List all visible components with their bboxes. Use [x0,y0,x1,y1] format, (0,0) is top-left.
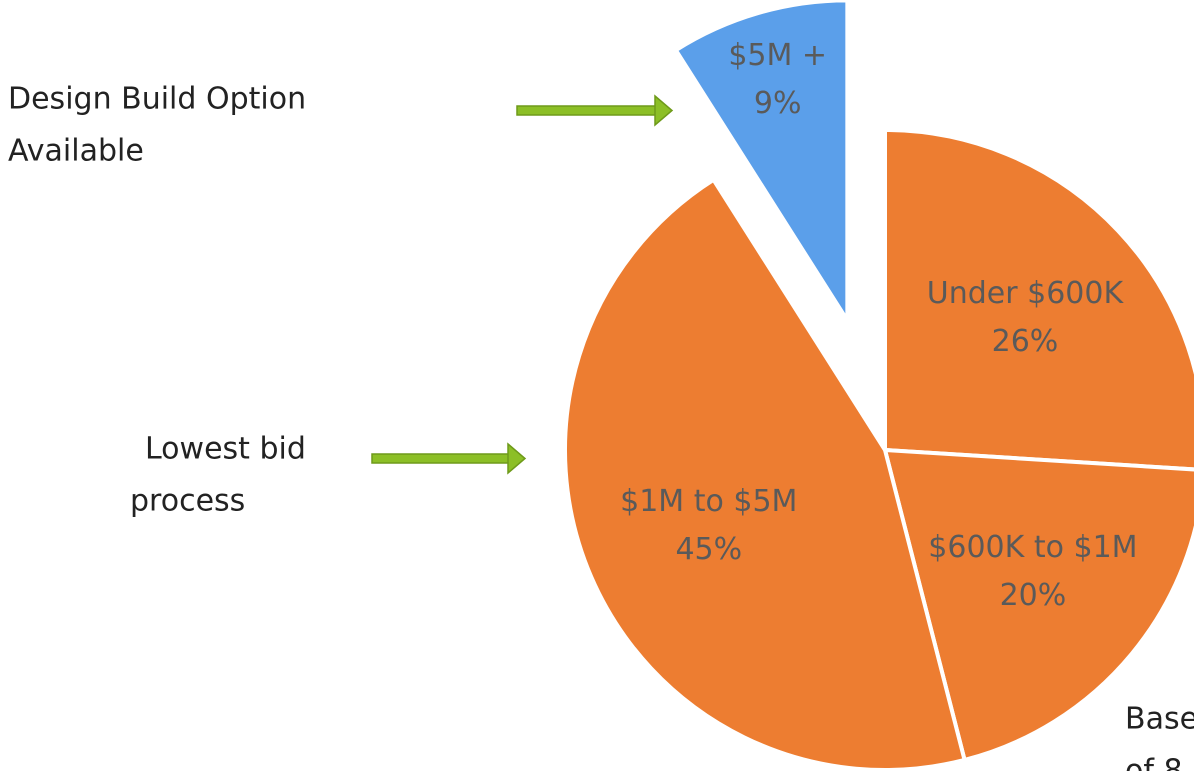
annotations: Design Build Option Available Lowest bid pr… [8,82,1194,771]
pie-slice [563,177,968,771]
annotation: Available [8,134,144,169]
slice-label: $1M to $5M [620,484,797,519]
annotation: of 8 [1125,754,1183,771]
pie-slice [673,0,850,328]
arrow [516,94,674,127]
pie-slice [883,127,1194,472]
slice-value-label: 45% [675,532,742,567]
slice-label: Under $600K [927,276,1125,311]
annotation: process [130,484,245,519]
annotation: Base [1125,702,1194,737]
annotation: Lowest bid [145,432,306,467]
slice-value-label: 26% [992,324,1059,359]
slice-value-label: 20% [1000,578,1067,613]
pie: Under $600K 26% $600K to $1M 20% $1M to $5M 4… [563,0,1194,771]
slice-label: $5M + [728,38,827,73]
arrow [371,442,527,475]
slice-value-label: 9% [754,86,802,121]
slice-label: $600K to $1M [928,530,1137,565]
pie-slice [882,447,1194,763]
annotation: Design Build Option [8,82,306,117]
